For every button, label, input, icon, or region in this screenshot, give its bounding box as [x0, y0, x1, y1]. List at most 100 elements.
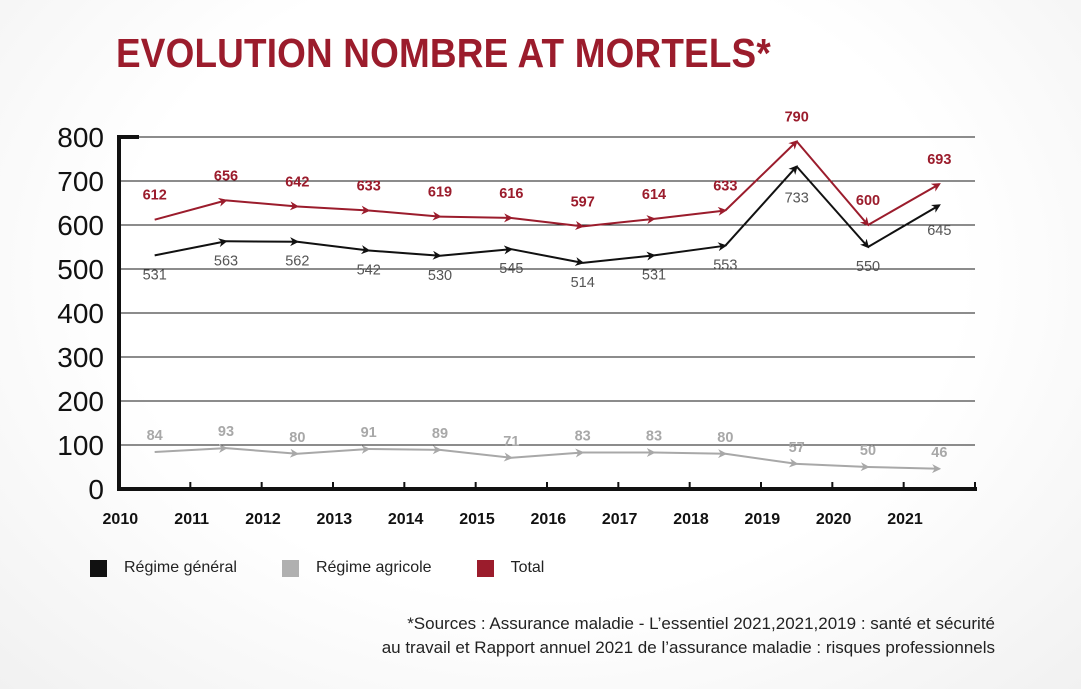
series-regime-agricole-segment-3 — [297, 444, 371, 455]
data-label-regime-general-2011: 563 — [214, 253, 238, 269]
series-regime-general-segment-4 — [368, 249, 442, 260]
data-label-regime-general-2017: 531 — [642, 267, 666, 283]
series-total-segment-10 — [795, 140, 870, 227]
source-line-1: *Sources : Assurance maladie - L’essenti… — [407, 614, 995, 633]
data-label-regime-agricole-2015: 71 — [503, 434, 519, 450]
x-tick-label-2011: 2011 — [174, 511, 209, 528]
series-total-segment-9 — [724, 140, 798, 212]
series-regime-general-segment-8 — [653, 242, 728, 257]
y-tick-label-800: 800 — [57, 122, 104, 153]
series-regime-agricole-segment-10 — [796, 462, 870, 472]
data-label-regime-general-2010: 531 — [143, 267, 167, 283]
data-label-total-2016: 597 — [571, 194, 595, 210]
legend-item-total: Total — [476, 559, 545, 577]
data-label-total-2021: 693 — [927, 152, 951, 168]
legend-swatch-total — [476, 559, 494, 577]
series-regime-agricole-segment-4 — [368, 445, 442, 455]
series-regime-general-segment-10 — [795, 165, 870, 249]
data-label-total-2015: 616 — [499, 186, 523, 202]
y-tick-label-500: 500 — [57, 254, 104, 285]
series-total-segment-4 — [368, 209, 442, 221]
x-tick-label-2019: 2019 — [745, 511, 781, 528]
x-tick-label-2014: 2014 — [388, 511, 424, 528]
data-label-regime-agricole-2017: 83 — [646, 428, 662, 444]
series-regime-general-segment-5 — [439, 245, 514, 257]
series-regime-agricole-segment-9 — [725, 452, 799, 468]
series-total-segment-3 — [297, 205, 371, 215]
source-line-2: au travail et Rapport annuel 2021 de l’a… — [381, 638, 995, 657]
y-tick-label-0: 0 — [88, 474, 104, 505]
data-label-regime-agricole-2012: 80 — [289, 430, 305, 446]
legend-swatch-regime-general — [90, 559, 107, 577]
legend-item-regime-general: Régime général — [90, 559, 237, 577]
series-total-segment-8 — [653, 206, 728, 220]
series-total-segment-1 — [154, 197, 228, 221]
data-label-regime-general-2012: 562 — [285, 254, 309, 270]
series-regime-general-segment-6 — [511, 248, 585, 266]
y-tick-label-600: 600 — [57, 210, 104, 241]
data-label-regime-general-2014: 530 — [428, 268, 452, 284]
data-label-regime-agricole-2013: 91 — [361, 425, 377, 441]
x-tick-label-2017: 2017 — [602, 511, 638, 528]
data-label-regime-agricole-2018: 80 — [717, 430, 733, 446]
data-label-regime-agricole-2020: 50 — [860, 443, 876, 459]
y-tick-label-400: 400 — [57, 298, 104, 329]
series-total-segment-2 — [225, 199, 300, 211]
data-label-total-2010: 612 — [143, 188, 167, 204]
data-label-total-2013: 633 — [357, 178, 381, 194]
data-label-regime-general-2018: 553 — [713, 258, 737, 274]
data-label-regime-general-2019: 733 — [785, 190, 809, 206]
series-total-segment-11 — [867, 183, 941, 226]
series-regime-agricole-segment-2 — [225, 447, 300, 458]
series-total-segment-7 — [582, 215, 656, 228]
series-regime-general-segment-7 — [582, 251, 656, 264]
data-label-regime-agricole-2010: 84 — [147, 428, 163, 444]
x-tick-label-2010: 2010 — [103, 511, 139, 528]
series-total-segment-6 — [511, 216, 585, 230]
series-regime-agricole-segment-1 — [154, 443, 228, 454]
series-regime-general-segment-3 — [297, 240, 371, 255]
data-label-regime-general-2016: 514 — [571, 275, 595, 291]
x-tick-label-2015: 2015 — [459, 511, 495, 528]
data-label-regime-agricole-2019: 57 — [789, 440, 805, 456]
legend-label-regime-agricole: Régime agricole — [315, 559, 432, 576]
x-tick-label-2016: 2016 — [531, 511, 567, 528]
series-regime-general-segment-11 — [867, 204, 941, 248]
series-regime-agricole-segment-8 — [653, 449, 728, 459]
x-tick-label-2012: 2012 — [245, 511, 281, 528]
series-regime-agricole-segment-11 — [867, 464, 942, 474]
y-tick-label-200: 200 — [57, 386, 104, 417]
data-label-regime-agricole-2011: 93 — [218, 424, 234, 440]
y-tick-label-100: 100 — [57, 430, 104, 461]
legend: Régime général Régime agricole Total — [90, 556, 589, 580]
y-tick-label-700: 700 — [57, 166, 104, 197]
x-tick-label-2021: 2021 — [887, 511, 923, 528]
data-label-total-2020: 600 — [856, 193, 880, 209]
data-label-regime-agricole-2014: 89 — [432, 426, 448, 442]
x-tick-label-2018: 2018 — [673, 511, 709, 528]
series-regime-agricole-segment-5 — [439, 448, 514, 462]
data-label-regime-agricole-2016: 83 — [575, 428, 591, 444]
data-label-regime-agricole-2021: 46 — [931, 445, 947, 461]
y-tick-label-300: 300 — [57, 342, 104, 373]
series-regime-general-segment-9 — [724, 165, 798, 247]
data-label-total-2011: 656 — [214, 168, 238, 184]
data-label-regime-general-2021: 645 — [927, 223, 951, 239]
legend-item-regime-agricole: Régime agricole — [281, 559, 432, 577]
series-total-segment-5 — [439, 213, 514, 223]
data-label-total-2019: 790 — [785, 109, 809, 125]
legend-swatch-regime-agricole — [281, 559, 299, 577]
data-label-regime-general-2015: 545 — [499, 261, 523, 277]
legend-label-total: Total — [510, 559, 545, 576]
series-regime-agricole-segment-6 — [511, 448, 585, 459]
data-label-total-2012: 642 — [285, 175, 309, 191]
data-label-regime-general-2020: 550 — [856, 259, 880, 275]
data-label-total-2014: 619 — [428, 185, 452, 201]
data-label-total-2018: 633 — [713, 178, 737, 194]
data-label-regime-general-2013: 542 — [357, 263, 381, 279]
x-tick-label-2013: 2013 — [317, 511, 353, 528]
legend-label-regime-general: Régime général — [124, 559, 237, 576]
source-note: *Sources : Assurance maladie - L’essenti… — [235, 612, 995, 660]
chart-title: EVOLUTION NOMBRE AT MORTELS* — [116, 30, 771, 76]
